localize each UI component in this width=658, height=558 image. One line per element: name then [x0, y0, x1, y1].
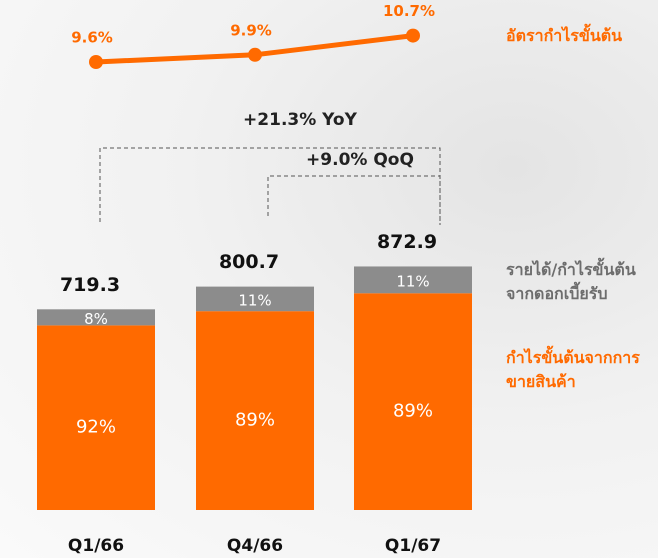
segment-label: 92% [76, 417, 116, 438]
point [406, 29, 420, 43]
annotation: +9.0% QoQ [306, 150, 414, 170]
segment-label: 11% [238, 291, 271, 309]
point [89, 55, 103, 69]
segment-label: 11% [396, 272, 429, 290]
legend-interest: รายได้/กำไรขั้นต้นจากดอกเบี้ยรับ [506, 258, 656, 306]
bar-total: 872.9 [377, 231, 437, 253]
point-label: 10.7% [383, 2, 435, 20]
segment-label: 89% [393, 401, 433, 422]
annotation: +21.3% YoY [243, 110, 358, 130]
x-tick-label: Q1/66 [68, 536, 124, 556]
legend-line: อัตรากำไรขั้นต้น [506, 24, 656, 48]
x-tick-label: Q1/67 [385, 536, 441, 556]
legend-sales: กำไรขั้นต้นจากการขายสินค้า [506, 346, 656, 394]
bar-total: 719.3 [60, 274, 120, 296]
page: 9.6% 9.9% 10.7% +21.3% YoY +9.0% QoQ 92% 8% 719… [0, 0, 658, 558]
bar-total: 800.7 [219, 251, 279, 273]
point-label: 9.9% [230, 21, 272, 39]
segment-label: 8% [84, 310, 108, 328]
annotation-bracket [268, 176, 440, 225]
point [248, 48, 262, 62]
point-label: 9.6% [71, 29, 113, 47]
segment-label: 89% [235, 410, 275, 431]
x-tick-label: Q4/66 [227, 536, 283, 556]
